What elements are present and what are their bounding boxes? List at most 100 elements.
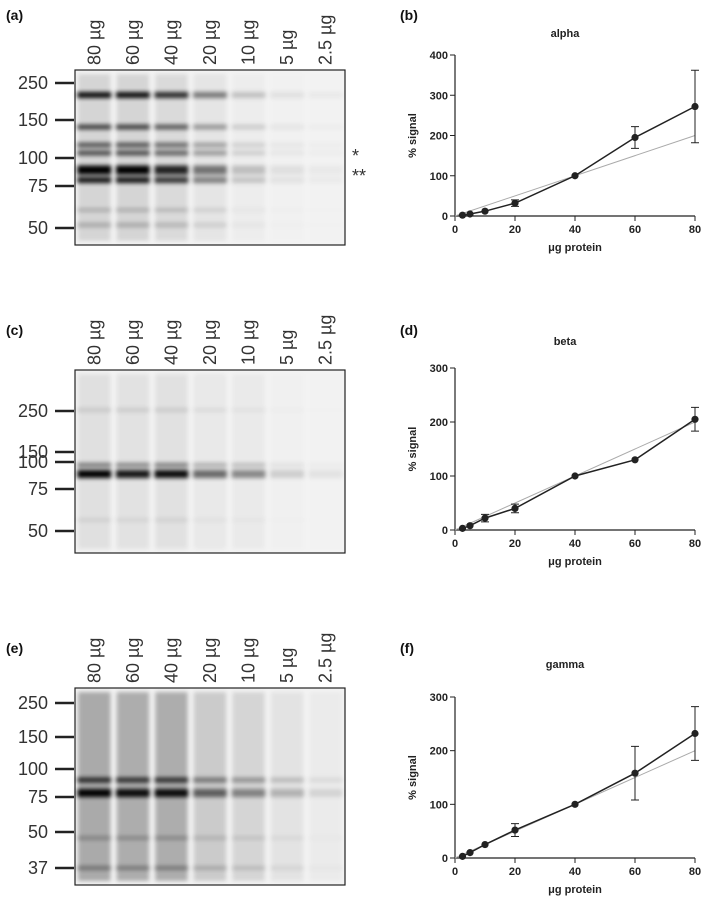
data-point <box>571 172 579 180</box>
band <box>309 151 343 156</box>
data-point <box>571 800 579 808</box>
lane-label: 60 µg <box>123 320 143 365</box>
lane-smear <box>271 74 303 241</box>
band <box>77 222 112 228</box>
marker-label: 150 <box>18 727 48 747</box>
band <box>309 177 343 183</box>
lane-smear <box>232 74 264 241</box>
band <box>115 470 150 478</box>
x-tick-label: 40 <box>569 866 581 878</box>
data-point <box>511 826 519 834</box>
band <box>115 177 150 183</box>
data-point <box>481 514 489 522</box>
data-point <box>691 729 699 738</box>
marker-label: 150 <box>18 110 48 130</box>
band <box>77 836 112 840</box>
lane-label: 5 µg <box>277 648 297 683</box>
lane-label: 2.5 µg <box>316 15 336 65</box>
marker-label: 100 <box>18 452 48 472</box>
band <box>309 143 343 148</box>
annotation: * <box>352 146 359 166</box>
blot-bands <box>77 374 343 549</box>
band <box>154 92 189 98</box>
band <box>115 222 150 228</box>
panel-label: (a) <box>6 7 23 23</box>
lane-smear <box>116 692 150 881</box>
band <box>308 165 343 175</box>
band <box>154 836 189 840</box>
band <box>231 177 266 183</box>
band <box>115 836 150 840</box>
band <box>193 518 227 522</box>
band <box>115 518 150 522</box>
band <box>231 142 266 148</box>
band <box>270 165 305 175</box>
y-tick-label: 0 <box>442 211 448 223</box>
blot-bands <box>77 692 343 881</box>
x-tick-label: 20 <box>509 538 521 550</box>
y-tick-label: 0 <box>442 525 448 537</box>
lane-smear <box>310 692 342 881</box>
band <box>193 777 227 783</box>
y-tick-label: 300 <box>430 363 448 375</box>
x-tick-label: 20 <box>509 866 521 878</box>
x-axis-label: μg protein <box>548 556 602 568</box>
y-tick-label: 100 <box>430 171 448 183</box>
y-tick-label: 300 <box>430 692 448 704</box>
x-tick-label: 0 <box>452 538 458 550</box>
band <box>193 177 227 183</box>
x-axis-label: μg protein <box>548 884 602 896</box>
lane-smear <box>155 374 188 549</box>
y-tick-label: 100 <box>430 471 448 483</box>
marker-label: 50 <box>28 218 48 238</box>
lane-label: 5 µg <box>277 30 297 65</box>
band <box>115 142 150 148</box>
band <box>77 408 112 412</box>
x-tick-label: 40 <box>569 538 581 550</box>
band <box>154 518 189 522</box>
band <box>231 92 266 98</box>
data-point <box>631 456 639 464</box>
lane-smear <box>271 374 303 549</box>
chart-title: alpha <box>551 28 581 40</box>
band <box>154 866 189 870</box>
lane-smear <box>193 692 227 881</box>
band <box>308 789 343 797</box>
band <box>115 92 150 98</box>
band <box>154 208 189 212</box>
data-point <box>458 852 467 860</box>
panel-label: (f) <box>400 640 414 656</box>
band <box>309 463 343 467</box>
chart-title: gamma <box>546 659 585 671</box>
marker-label: 75 <box>28 787 48 807</box>
lane-smear <box>193 74 227 241</box>
lane-smear <box>310 74 342 241</box>
band <box>77 463 112 467</box>
lane-smear <box>155 74 188 241</box>
marker-label: 250 <box>18 73 48 93</box>
data-point <box>511 504 519 512</box>
lane-label: 80 µg <box>84 20 104 65</box>
band <box>231 470 266 478</box>
band <box>231 789 266 797</box>
band <box>154 789 189 797</box>
marker-label: 37 <box>28 858 48 878</box>
data-point <box>691 415 699 423</box>
x-tick-label: 40 <box>569 224 581 236</box>
lane-smear <box>116 74 150 241</box>
band <box>115 408 150 412</box>
band <box>77 470 112 478</box>
lane-label: 80 µg <box>84 638 104 683</box>
band <box>193 222 227 228</box>
band <box>77 208 112 212</box>
band <box>193 92 227 98</box>
y-tick-label: 300 <box>430 90 448 102</box>
lane-label: 10 µg <box>239 638 259 683</box>
band <box>154 777 189 783</box>
lane-smear <box>310 374 342 549</box>
band <box>231 463 266 467</box>
band <box>231 165 266 175</box>
lane-smear <box>78 74 111 241</box>
y-axis-label: % signal <box>407 113 419 158</box>
series-line <box>462 105 696 216</box>
